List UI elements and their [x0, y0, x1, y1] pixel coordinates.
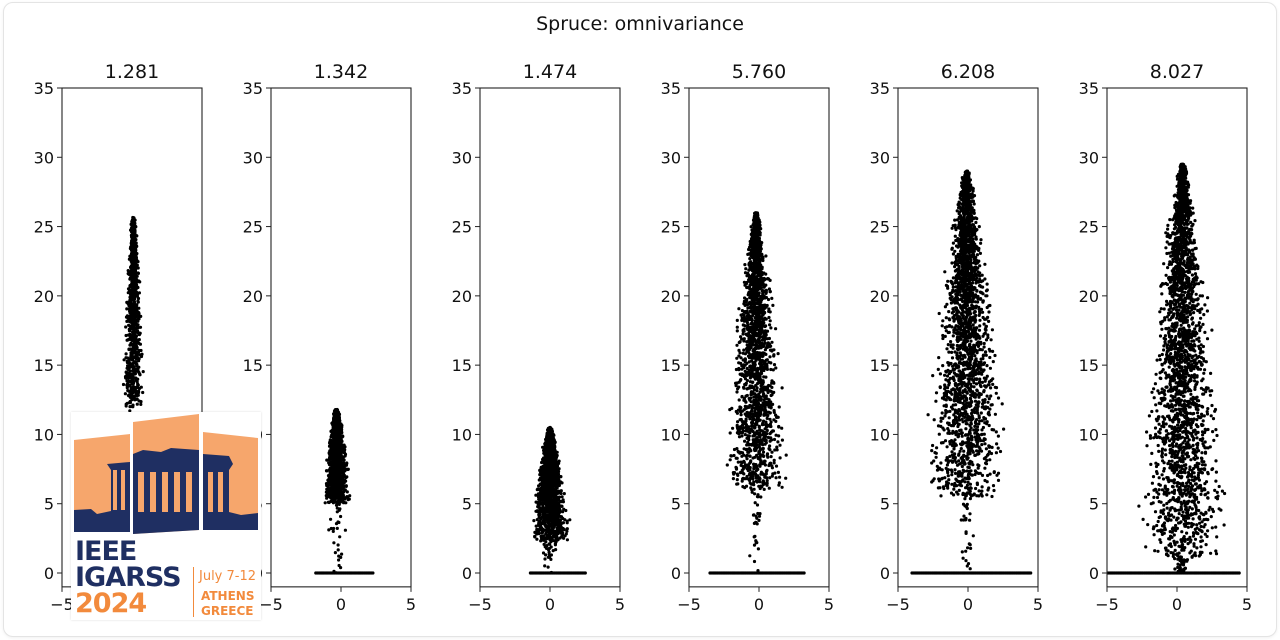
- y-tick-label: 25: [1079, 218, 1099, 237]
- figure-suptitle: Spruce: omnivariance: [536, 13, 744, 35]
- y-tick-label: 35: [661, 79, 681, 98]
- y-tick-label: 15: [661, 356, 681, 375]
- point-cloud: [708, 211, 806, 575]
- y-tick-label: 35: [1079, 79, 1099, 98]
- y-tick-label: 10: [34, 425, 54, 444]
- y-tick-label: 25: [243, 218, 263, 237]
- y-tick-label: 10: [1079, 425, 1099, 444]
- logo-year-text: 2024: [75, 588, 147, 619]
- x-tick-label: 5: [824, 595, 834, 614]
- y-tick-label: 20: [1079, 287, 1099, 306]
- y-tick-label: 5: [462, 495, 472, 514]
- y-tick-label: 20: [452, 287, 472, 306]
- y-tick-label: 25: [452, 218, 472, 237]
- y-tick-label: 15: [870, 356, 890, 375]
- y-tick-label: 30: [870, 148, 890, 167]
- point-cloud: [910, 169, 1033, 575]
- y-tick-label: 20: [34, 287, 54, 306]
- y-tick-label: 15: [452, 356, 472, 375]
- x-tick-label: −5: [468, 595, 492, 614]
- x-tick-label: −5: [886, 595, 910, 614]
- y-tick-label: 20: [661, 287, 681, 306]
- logo-date-text: July 7-12: [199, 569, 257, 584]
- y-tick-label: 15: [243, 356, 263, 375]
- point-cloud: [121, 215, 145, 575]
- y-tick-label: 20: [243, 287, 263, 306]
- y-tick-label: 5: [1089, 495, 1099, 514]
- y-tick-label: 10: [452, 425, 472, 444]
- y-tick-label: 0: [462, 564, 472, 583]
- y-tick-label: 30: [661, 148, 681, 167]
- subplot-title: 1.474: [523, 61, 577, 83]
- axes-frame: [270, 87, 412, 588]
- x-tick-label: −5: [1095, 595, 1119, 614]
- subplot-title: 5.760: [732, 61, 786, 83]
- x-tick-label: 5: [1033, 595, 1043, 614]
- y-tick-label: 25: [34, 218, 54, 237]
- y-tick-label: 30: [34, 148, 54, 167]
- y-tick-label: 35: [243, 79, 263, 98]
- y-tick-label: 0: [1089, 564, 1099, 583]
- y-tick-label: 35: [870, 79, 890, 98]
- subplot-6: 8.027 0 5 10 15 20 25 30 35 −5 0 5: [1079, 61, 1252, 614]
- subplot-3: 1.474 0 5 10 15 20 25 30 35 −5 0 5: [452, 61, 625, 614]
- logo-country-text: GREECE: [201, 604, 254, 618]
- subplot-title: 1.281: [105, 61, 159, 83]
- y-tick-label: 30: [243, 148, 263, 167]
- x-tick-label: 0: [1172, 595, 1182, 614]
- logo-city-text: ATHENS: [201, 589, 255, 603]
- x-tick-label: 0: [545, 595, 555, 614]
- y-tick-label: 10: [870, 425, 890, 444]
- y-tick-label: 10: [661, 425, 681, 444]
- x-tick-label: 5: [615, 595, 625, 614]
- y-tick-label: 0: [671, 564, 681, 583]
- x-tick-label: −5: [259, 595, 283, 614]
- point-cloud: [314, 407, 375, 575]
- y-tick-label: 5: [44, 495, 54, 514]
- subplot-title: 6.208: [941, 61, 995, 83]
- y-tick-label: 30: [1079, 148, 1099, 167]
- igarss-2024-logo: IEEE IGARSS 2024 July 7-12 ATHENS GREECE: [71, 412, 261, 620]
- x-tick-label: 0: [336, 595, 346, 614]
- subplot-title: 8.027: [1150, 61, 1204, 83]
- subplot-5: 6.208 0 5 10 15 20 25 30 35 −5 0 5: [870, 61, 1043, 614]
- y-tick-label: 30: [452, 148, 472, 167]
- y-tick-label: 15: [34, 356, 54, 375]
- y-tick-label: 25: [661, 218, 681, 237]
- y-tick-label: 0: [880, 564, 890, 583]
- subplot-title: 1.342: [314, 61, 368, 83]
- x-tick-label: 0: [963, 595, 973, 614]
- logo-ieee-text: IEEE: [75, 536, 137, 567]
- point-cloud: [1107, 162, 1241, 575]
- x-tick-label: 5: [406, 595, 416, 614]
- y-tick-label: 0: [44, 564, 54, 583]
- subplot-4: 5.760 0 5 10 15 20 25 30 35 −5 0 5: [661, 61, 834, 614]
- logo-separator: [193, 567, 194, 617]
- logo-igarss-text: IGARSS: [75, 562, 182, 593]
- y-tick-label: 20: [870, 287, 890, 306]
- x-tick-label: −5: [50, 595, 74, 614]
- subplot-2: 1.34205101520253035−505: [243, 61, 416, 614]
- x-tick-label: 0: [754, 595, 764, 614]
- x-tick-label: 5: [1242, 595, 1252, 614]
- point-cloud: [528, 425, 587, 575]
- y-tick-label: 25: [870, 218, 890, 237]
- y-tick-label: 35: [452, 79, 472, 98]
- y-tick-label: 5: [880, 495, 890, 514]
- y-tick-label: 35: [34, 79, 54, 98]
- y-tick-label: 15: [1079, 356, 1099, 375]
- parthenon-icon: [74, 414, 258, 534]
- x-tick-label: −5: [677, 595, 701, 614]
- y-tick-label: 5: [671, 495, 681, 514]
